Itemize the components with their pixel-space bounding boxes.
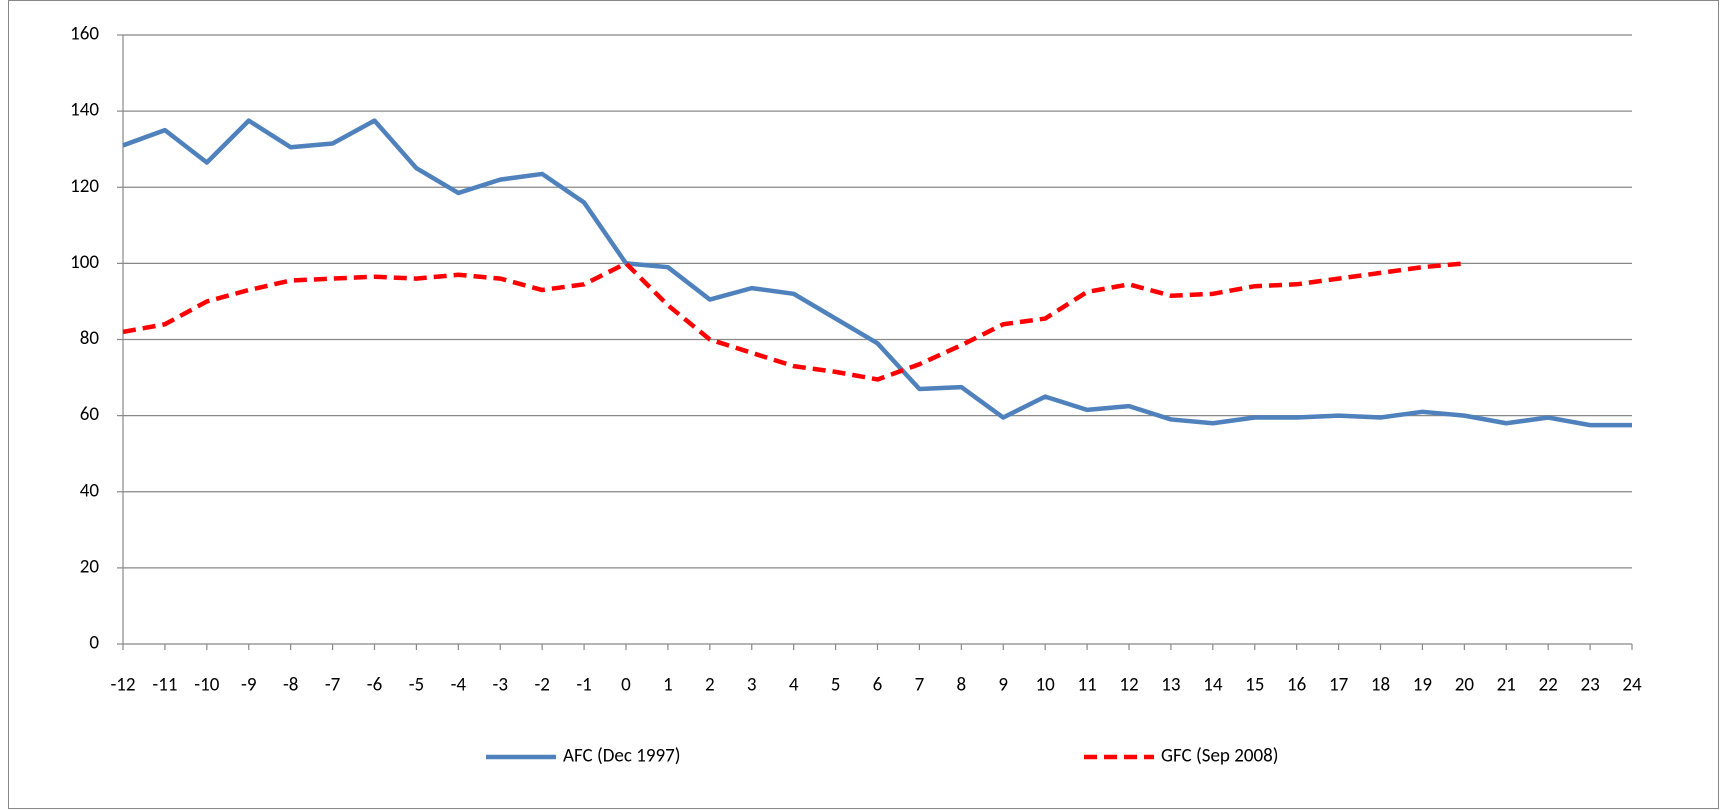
y-tick-label: 0 — [89, 632, 99, 655]
x-tick-label: 14 — [1203, 674, 1223, 697]
y-tick-label: 140 — [70, 99, 99, 122]
x-tick-label: -3 — [493, 674, 508, 697]
x-tick-label: 5 — [831, 674, 841, 697]
y-tick-label: 60 — [80, 403, 100, 426]
x-tick-label: 12 — [1119, 674, 1138, 697]
x-tick-label: 6 — [873, 674, 883, 697]
x-tick-label: -6 — [367, 674, 382, 697]
x-tick-label: -1 — [576, 674, 591, 697]
x-tick-label: -10 — [194, 674, 219, 697]
line-series — [122, 261, 1465, 382]
x-tick-label: -7 — [325, 674, 341, 697]
x-tick-label: 16 — [1287, 674, 1306, 697]
legend-label: GFC (Sep 2008) — [1161, 745, 1278, 768]
x-tick-label: 11 — [1077, 674, 1096, 697]
x-tick-label: 17 — [1329, 674, 1349, 697]
x-tick-label: 0 — [621, 674, 631, 697]
y-tick-label: 120 — [70, 175, 99, 198]
y-tick-label: 80 — [80, 327, 100, 350]
x-tick-label: -2 — [534, 674, 549, 697]
x-tick-label: 9 — [998, 674, 1008, 697]
line-series — [122, 118, 1632, 428]
x-tick-label: -11 — [152, 674, 177, 697]
x-tick-label: -5 — [409, 674, 424, 697]
x-tick-label: 24 — [1622, 674, 1642, 697]
y-tick-label: 40 — [80, 479, 100, 502]
x-tick-label: 10 — [1036, 674, 1056, 697]
x-tick-label: 8 — [957, 674, 967, 697]
x-tick-label: 1 — [663, 674, 673, 697]
x-tick-label: 21 — [1497, 674, 1516, 697]
legend-label: AFC (Dec 1997) — [563, 745, 681, 768]
y-tick-label: 20 — [80, 555, 100, 578]
x-tick-label: 19 — [1413, 674, 1432, 697]
x-tick-label: 23 — [1580, 674, 1599, 697]
x-tick-label: 13 — [1161, 674, 1180, 697]
y-tick-label: 160 — [70, 23, 99, 46]
x-tick-label: 15 — [1245, 674, 1264, 697]
x-tick-label: 20 — [1455, 674, 1475, 697]
x-tick-label: 4 — [789, 674, 799, 697]
chart-border — [8, 0, 1719, 809]
x-tick-label: 18 — [1371, 674, 1390, 697]
x-tick-label: 2 — [705, 674, 715, 697]
x-tick-label: -9 — [241, 674, 256, 697]
x-tick-label: -8 — [283, 674, 298, 697]
x-tick-label: 7 — [915, 674, 925, 697]
x-tick-label: 22 — [1539, 674, 1558, 697]
x-tick-label: 3 — [747, 674, 757, 697]
y-tick-label: 100 — [70, 251, 99, 274]
x-tick-label: -12 — [110, 674, 135, 697]
x-tick-label: -4 — [451, 674, 467, 697]
